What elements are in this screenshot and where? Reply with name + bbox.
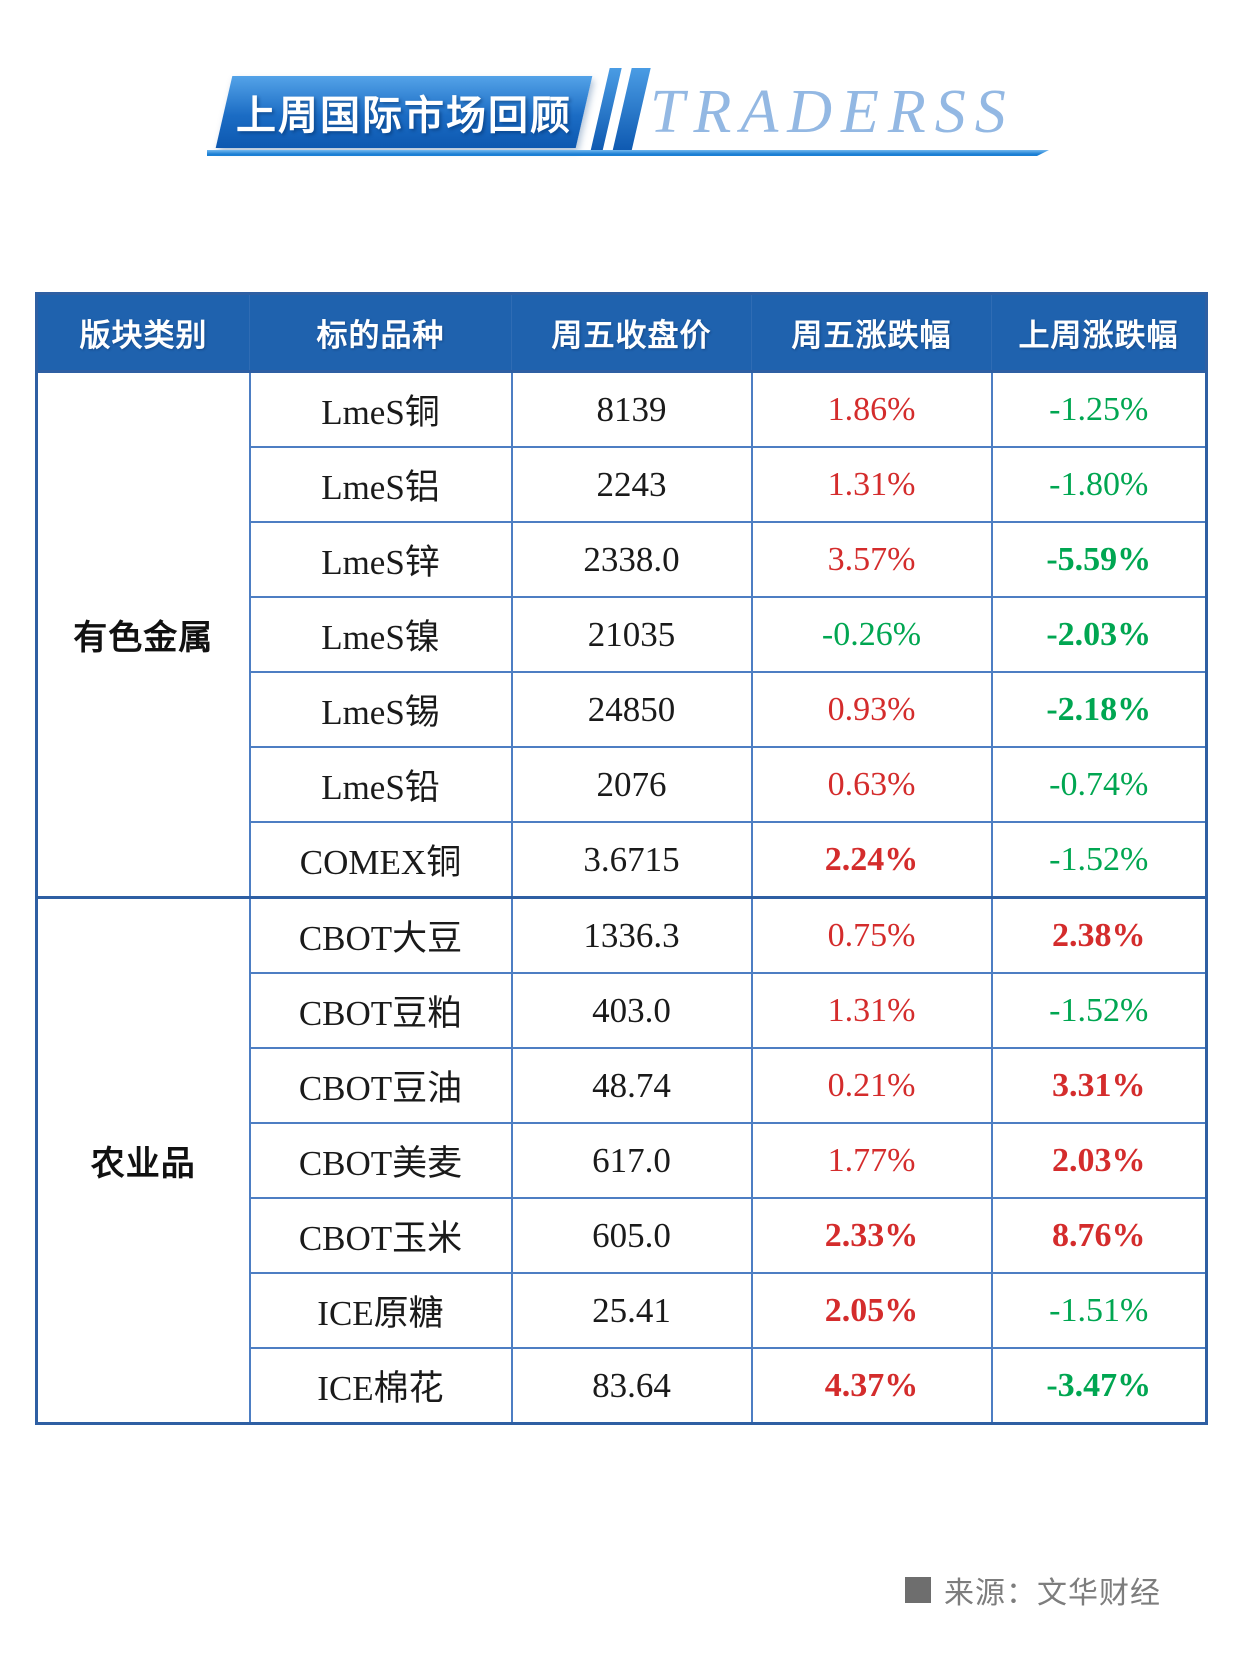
week-change-cell: -3.47% [990, 1347, 1208, 1425]
week-change-cell: 3.31% [990, 1047, 1208, 1124]
sector-cell: 农业品 [35, 896, 251, 1425]
product-cell: CBOT美麦 [248, 1122, 513, 1199]
close-price-cell: 1336.3 [510, 896, 753, 974]
friday-change-cell: 0.93% [750, 671, 993, 748]
week-change-cell: 8.76% [990, 1197, 1208, 1274]
product-cell: ICE原糖 [248, 1272, 513, 1349]
close-price-cell: 3.6715 [510, 821, 753, 899]
banner-underline [207, 150, 1049, 156]
header-sector: 版块类别 [36, 293, 250, 373]
friday-change-cell: 3.57% [750, 521, 993, 598]
week-change-cell: -1.52% [990, 972, 1208, 1049]
close-price-cell: 403.0 [510, 972, 753, 1049]
table-header-row: 版块类别 标的品种 周五收盘价 周五涨跌幅 上周涨跌幅 [36, 293, 1207, 373]
table-row: LmeS锡 24850 0.93% -2.18% [37, 671, 1208, 748]
market-review-table: 版块类别 标的品种 周五收盘价 周五涨跌幅 上周涨跌幅 有色金属 LmeS铜 8… [35, 292, 1208, 1425]
close-price-cell: 2076 [510, 746, 753, 823]
week-change-cell: 2.38% [990, 896, 1208, 974]
close-price-cell: 83.64 [510, 1347, 753, 1425]
product-cell: LmeS铝 [248, 446, 513, 523]
friday-change-cell: 4.37% [750, 1347, 993, 1425]
friday-change-cell: 2.33% [750, 1197, 993, 1274]
week-change-cell: -1.25% [990, 370, 1208, 448]
table-row: ICE棉花 83.64 4.37% -3.47% [37, 1347, 1208, 1425]
close-price-cell: 2338.0 [510, 521, 753, 598]
table-row: 有色金属 LmeS铜 8139 1.86% -1.25% [35, 370, 1208, 899]
friday-change-cell: 1.77% [750, 1122, 993, 1199]
table-row: CBOT豆油 48.74 0.21% 3.31% [37, 1047, 1208, 1124]
table-row: 农业品 CBOT大豆 1336.3 0.75% 2.38% [35, 896, 1208, 1425]
header-friday-change: 周五涨跌幅 [751, 293, 992, 373]
source-note: 来源：文华财经 [905, 1568, 1161, 1612]
week-change-cell: -0.74% [990, 746, 1208, 823]
friday-change-cell: -0.26% [750, 596, 993, 673]
table-row: LmeS铅 2076 0.63% -0.74% [37, 746, 1208, 823]
close-price-cell: 48.74 [510, 1047, 753, 1124]
table-row: CBOT美麦 617.0 1.77% 2.03% [37, 1122, 1208, 1199]
friday-change-cell: 2.05% [750, 1272, 993, 1349]
friday-change-cell: 0.21% [750, 1047, 993, 1124]
close-price-cell: 2243 [510, 446, 753, 523]
product-cell: LmeS锌 [248, 521, 513, 598]
table-row: LmeS镍 21035 -0.26% -2.03% [37, 596, 1208, 673]
header-week-change: 上周涨跌幅 [991, 293, 1207, 373]
table-row: ICE原糖 25.41 2.05% -1.51% [37, 1272, 1208, 1349]
table-row: LmeS铝 2243 1.31% -1.80% [37, 446, 1208, 523]
product-cell: LmeS铜 [248, 370, 513, 448]
friday-change-cell: 1.31% [750, 972, 993, 1049]
close-price-cell: 8139 [510, 370, 753, 448]
product-cell: LmeS镍 [248, 596, 513, 673]
week-change-cell: 2.03% [990, 1122, 1208, 1199]
product-cell: CBOT豆粕 [248, 972, 513, 1049]
table-row: CBOT豆粕 403.0 1.31% -1.52% [37, 972, 1208, 1049]
close-price-cell: 24850 [510, 671, 753, 748]
close-price-cell: 21035 [510, 596, 753, 673]
friday-change-cell: 0.75% [750, 896, 993, 974]
friday-change-cell: 2.24% [750, 821, 993, 899]
week-change-cell: -2.03% [990, 596, 1208, 673]
product-cell: COMEX铜 [248, 821, 513, 899]
header-product: 标的品种 [249, 293, 512, 373]
product-cell: CBOT玉米 [248, 1197, 513, 1274]
product-cell: LmeS铅 [248, 746, 513, 823]
product-cell: CBOT大豆 [248, 896, 513, 974]
friday-change-cell: 0.63% [750, 746, 993, 823]
week-change-cell: -1.80% [990, 446, 1208, 523]
friday-change-cell: 1.31% [750, 446, 993, 523]
product-cell: ICE棉花 [248, 1347, 513, 1425]
square-icon [905, 1577, 931, 1603]
close-price-cell: 605.0 [510, 1197, 753, 1274]
sector-cell: 有色金属 [35, 370, 251, 899]
source-label: 来源：文华财经 [944, 1577, 1161, 1610]
product-cell: CBOT豆油 [248, 1047, 513, 1124]
product-cell: LmeS锡 [248, 671, 513, 748]
week-change-cell: -5.59% [990, 521, 1208, 598]
table-row: LmeS锌 2338.0 3.57% -5.59% [37, 521, 1208, 598]
table-row: CBOT玉米 605.0 2.33% 8.76% [37, 1197, 1208, 1274]
brand-logo: TRADERSS [650, 77, 1015, 146]
week-change-cell: -1.52% [990, 821, 1208, 899]
close-price-cell: 25.41 [510, 1272, 753, 1349]
friday-change-cell: 1.86% [750, 370, 993, 448]
week-change-cell: -1.51% [990, 1272, 1208, 1349]
header-close-price: 周五收盘价 [511, 293, 752, 373]
close-price-cell: 617.0 [510, 1122, 753, 1199]
week-change-cell: -2.18% [990, 671, 1208, 748]
banner-title: 上周国际市场回顾 [236, 94, 572, 138]
table-row: COMEX铜 3.6715 2.24% -1.52% [37, 821, 1208, 899]
